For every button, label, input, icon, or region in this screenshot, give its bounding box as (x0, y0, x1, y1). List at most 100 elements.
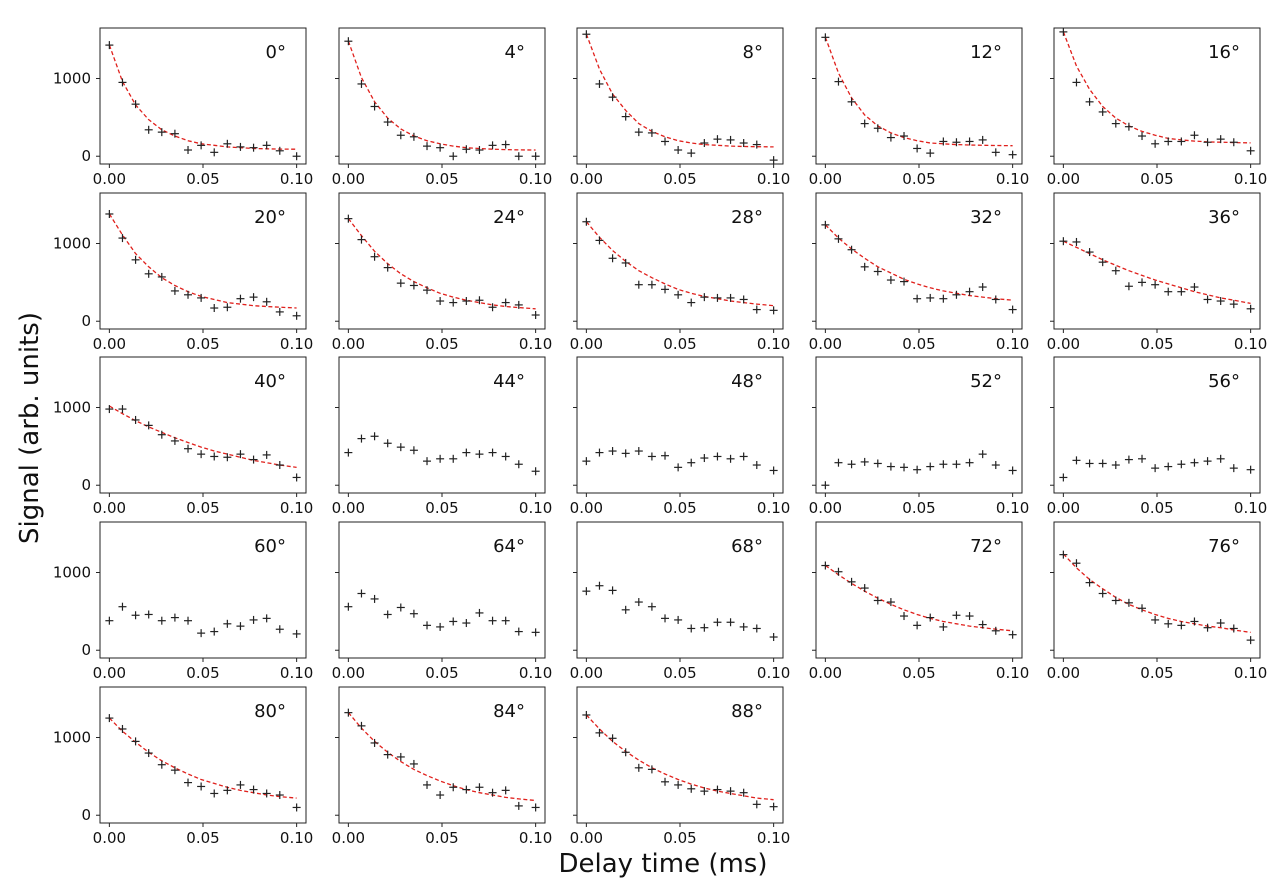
data-point (991, 148, 1000, 157)
data-point (292, 629, 301, 638)
data-point (713, 293, 722, 302)
data-point (991, 461, 1000, 470)
panel-angle-label: 24° (493, 207, 525, 228)
data-point (449, 617, 458, 626)
data-point (1177, 137, 1186, 146)
data-point (1111, 119, 1120, 128)
data-point (514, 627, 523, 636)
panel-angle-label: 20° (254, 207, 286, 228)
data-point (647, 128, 656, 137)
data-point (1124, 282, 1133, 291)
x-tick-label: 0.00 (93, 170, 126, 188)
data-point (1203, 457, 1212, 466)
data-point (1229, 464, 1238, 473)
data-point (488, 788, 497, 797)
data-point (834, 458, 843, 467)
fit-curve (825, 564, 1013, 632)
data-point (105, 616, 114, 625)
data-point (821, 561, 830, 570)
data-point (752, 305, 761, 314)
fit-curve (824, 37, 1013, 147)
data-point (726, 618, 735, 627)
fit-curve (824, 224, 1013, 301)
data-point (370, 252, 379, 261)
data-point (105, 714, 114, 723)
data-point (860, 119, 869, 128)
data-point (409, 759, 418, 768)
x-tick-label: 0.10 (996, 335, 1029, 353)
data-point (423, 142, 432, 151)
panel-6: 0.00 0.05 0.10 24° (332, 192, 552, 353)
data-point (462, 145, 471, 154)
data-point (1164, 137, 1173, 146)
data-point (1072, 456, 1081, 465)
x-tick-label: 0.05 (425, 829, 458, 847)
x-tick-label: 0.00 (332, 170, 365, 188)
data-point (700, 293, 709, 302)
x-axis-title: Delay time (ms) (559, 849, 768, 879)
data-point (249, 785, 258, 794)
data-point (210, 789, 219, 798)
x-tick-label: 0.10 (519, 170, 552, 188)
fit-curve (108, 717, 297, 799)
data-point (582, 457, 591, 466)
data-point (118, 78, 127, 87)
data-point (926, 293, 935, 302)
data-point (873, 459, 882, 468)
data-point (531, 467, 540, 476)
data-point (913, 465, 922, 474)
panel-3: 0.00 0.05 0.10 12° (809, 27, 1029, 188)
data-point (582, 587, 591, 596)
data-point (514, 801, 523, 810)
data-point (834, 567, 843, 576)
data-point (292, 473, 301, 482)
data-point (144, 610, 153, 619)
data-point (1085, 97, 1094, 106)
data-point (900, 612, 909, 621)
data-point (423, 780, 432, 789)
x-tick-label: 0.05 (425, 499, 458, 517)
data-point (952, 138, 961, 147)
panel-17: 0.00 0.05 0.10 68° (570, 521, 790, 682)
data-point (157, 430, 166, 439)
data-point (357, 434, 366, 443)
data-point (978, 620, 987, 629)
data-point (436, 297, 445, 306)
y-tick-label: 0 (81, 806, 91, 824)
data-point (926, 613, 935, 622)
data-point (913, 294, 922, 303)
panel-16: 0.00 0.05 0.10 64° (332, 521, 552, 682)
x-tick-label: 0.00 (1047, 664, 1080, 682)
data-point (184, 146, 193, 155)
x-tick-label: 0.00 (93, 664, 126, 682)
data-point (105, 209, 114, 218)
data-point (978, 283, 987, 292)
x-tick-label: 0.00 (332, 499, 365, 517)
data-point (621, 748, 630, 757)
data-point (462, 448, 471, 457)
data-point (144, 125, 153, 134)
data-point (1072, 78, 1081, 87)
data-point (1203, 623, 1212, 632)
data-point (514, 300, 523, 309)
data-point (223, 303, 232, 312)
data-point (118, 724, 127, 733)
data-point (1216, 135, 1225, 144)
data-point (344, 214, 353, 223)
panel-11: 0.00 0.05 0.10 44° (332, 356, 552, 517)
data-point (939, 460, 948, 469)
data-point (449, 783, 458, 792)
data-point (886, 133, 895, 142)
panel-angle-label: 8° (743, 42, 763, 63)
panel-angle-label: 4° (505, 42, 525, 63)
panel-angle-label: 52° (970, 371, 1002, 392)
x-tick-label: 0.00 (809, 335, 842, 353)
data-point (1164, 462, 1173, 471)
data-point (409, 446, 418, 455)
data-point (1059, 237, 1068, 246)
x-tick-label: 0.00 (93, 829, 126, 847)
data-point (739, 295, 748, 304)
data-point (978, 135, 987, 144)
data-point (608, 254, 617, 263)
